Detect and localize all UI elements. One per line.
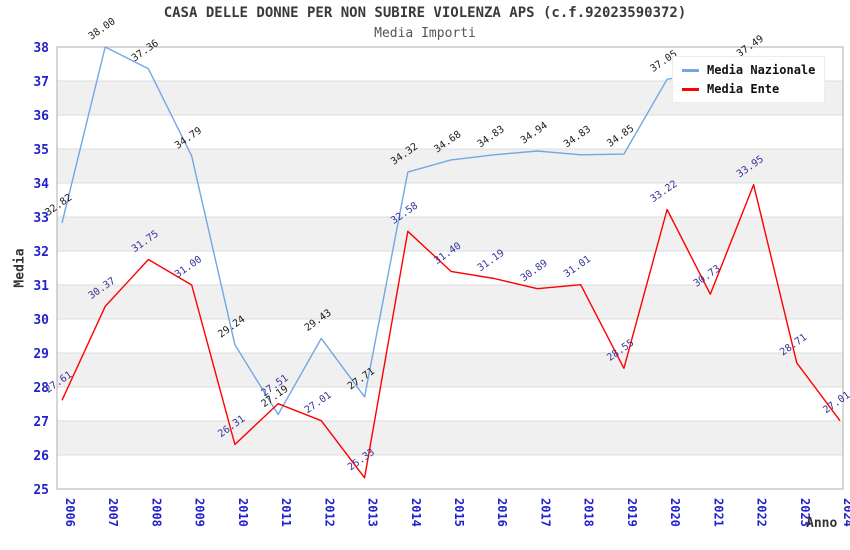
y-tick-label: 28 (33, 381, 49, 396)
data-point-label: 34.85 (605, 123, 636, 149)
plot-border (56, 46, 844, 490)
x-tick-label: 2023 (798, 498, 812, 527)
data-point-label: 34.94 (519, 120, 550, 146)
x-tick-label: 2013 (366, 498, 380, 527)
series-line-media-nazionale (61, 46, 754, 416)
y-tick-label: 29 (33, 347, 49, 362)
chart-title: CASA DELLE DONNE PER NON SUBIRE VIOLENZA… (163, 5, 687, 21)
legend-item: Media Nazionale (682, 64, 815, 76)
x-tick-label: 2022 (755, 498, 769, 527)
x-tick-label: 2019 (625, 498, 639, 527)
plot-band (57, 353, 843, 387)
data-point-label: 31.01 (562, 254, 593, 280)
data-point-label: 31.19 (476, 248, 507, 274)
x-tick-labels: 2006 2007 2008 2009 2010 2011 2012 2013 2014 2015… (63, 498, 850, 527)
x-tick-label: 2012 (322, 498, 336, 527)
chart-subtitle: Media Importi (374, 26, 476, 41)
x-tick-label: 2014 (409, 498, 423, 527)
legend-line-swatch-icon (682, 68, 699, 72)
y-tick-label: 32 (33, 245, 49, 260)
x-tick-label: 2010 (236, 498, 250, 527)
y-tick-label: 35 (33, 143, 49, 158)
y-tick-label: 38 (33, 41, 49, 56)
y-tick-label: 25 (33, 483, 49, 498)
y-tick-labels: 25 26 27 28 29 30 31 32 33 34 35 36 37 38 (33, 41, 49, 498)
x-tick-label: 2006 (63, 498, 77, 527)
data-point-label: 27.01 (821, 390, 850, 416)
x-tick-label: 2007 (106, 498, 120, 527)
x-tick-label: 2018 (582, 498, 596, 527)
x-tick-label: 2017 (538, 498, 552, 527)
y-tick-label: 37 (33, 75, 49, 90)
plot-band (57, 217, 843, 251)
legend: Media Nazionale Media Ente (672, 56, 826, 103)
x-tick-label: 2015 (452, 498, 466, 527)
series-line-media-ente (61, 183, 841, 479)
data-point-label: 30.89 (519, 258, 550, 284)
legend-line-swatch-icon (682, 87, 699, 91)
plot-band (57, 149, 843, 183)
y-tick-label: 27 (33, 415, 49, 430)
x-axis-title: Anno (806, 516, 838, 531)
legend-item: Media Ente (682, 83, 815, 95)
plot-band (57, 285, 843, 319)
y-axis-title: Media (12, 248, 28, 288)
data-point-label: 32.82 (43, 192, 74, 218)
y-tick-label: 31 (33, 279, 49, 294)
x-tick-label: 2020 (668, 498, 682, 527)
x-tick-label: 2016 (495, 498, 509, 527)
x-tick-label: 2021 (711, 498, 725, 527)
data-point-label: 34.83 (476, 124, 507, 150)
x-tick-label: 2024 (841, 498, 850, 527)
y-tick-label: 36 (33, 109, 49, 124)
y-tick-label: 26 (33, 449, 49, 464)
data-point-label: 34.83 (562, 124, 593, 150)
plot-bands (57, 81, 843, 455)
y-tick-label: 33 (33, 211, 49, 226)
data-point-label: 31.00 (173, 254, 204, 280)
data-point-label: 27.01 (303, 390, 334, 416)
data-point-label: 38.00 (87, 16, 118, 42)
legend-label: Media Ente (707, 82, 780, 96)
y-tick-label: 30 (33, 313, 49, 328)
x-tick-label: 2008 (149, 498, 163, 527)
data-point-label: 37.36 (130, 38, 161, 64)
x-tick-label: 2011 (279, 498, 293, 527)
legend-label: Media Nazionale (707, 63, 816, 77)
y-tick-label: 34 (33, 177, 49, 192)
x-tick-label: 2009 (193, 498, 207, 527)
plot-band (57, 421, 843, 455)
